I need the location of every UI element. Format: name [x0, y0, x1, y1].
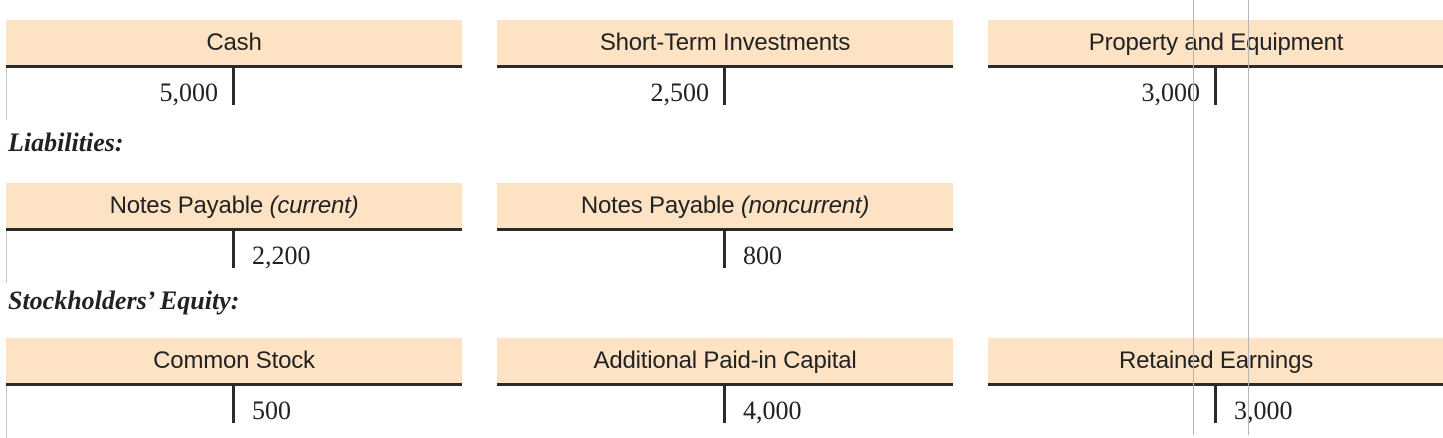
t-account-cash: Cash 5,000	[6, 20, 462, 120]
title-text: Notes Payable	[580, 191, 735, 219]
title-text: Retained Earnings	[1118, 346, 1314, 374]
t-account-rule	[988, 65, 1443, 68]
t-account-notes-payable-noncurrent: Notes Payable (noncurrent) 800	[497, 183, 953, 283]
t-account-apic: Additional Paid-in Capital 4,000	[497, 338, 953, 438]
t-account-title: Retained Earnings	[988, 338, 1443, 383]
debit-amount: 2,500	[650, 78, 710, 107]
t-account-title: Notes Payable (current)	[6, 183, 462, 228]
title-note: (noncurrent)	[740, 191, 870, 219]
title-note: (current)	[269, 191, 359, 219]
t-account-edge	[6, 68, 7, 120]
t-account-stem	[723, 231, 726, 268]
t-account-title: Common Stock	[6, 338, 462, 383]
t-account-common-stock: Common Stock 500	[6, 338, 462, 438]
t-account-stem	[1214, 386, 1217, 423]
t-account-rule	[497, 228, 953, 231]
title-text: Notes Payable	[109, 191, 264, 219]
t-account-rule	[988, 383, 1443, 386]
title-text: Property and Equipment	[1088, 28, 1344, 56]
t-account-stem	[232, 231, 235, 268]
t-account-title: Property and Equipment	[988, 20, 1443, 65]
credit-amount: 4,000	[743, 396, 802, 425]
debit-amount: 5,000	[159, 78, 219, 107]
t-account-stem	[232, 386, 235, 423]
t-account-edge	[6, 231, 7, 283]
t-account-rule	[6, 228, 462, 231]
t-account-property-equipment: Property and Equipment 3,000	[988, 20, 1443, 120]
credit-amount: 2,200	[252, 241, 311, 270]
debit-amount: 3,000	[1141, 78, 1201, 107]
t-account-title: Notes Payable (noncurrent)	[497, 183, 953, 228]
t-account-rule	[497, 65, 953, 68]
title-text: Additional Paid-in Capital	[593, 346, 857, 374]
t-account-stem	[723, 386, 726, 423]
credit-amount: 500	[252, 396, 291, 425]
title-text: Common Stock	[153, 346, 315, 374]
section-label-equity: Stockholders’ Equity:	[8, 286, 240, 315]
t-account-stem	[723, 68, 726, 105]
t-account-stem	[232, 68, 235, 105]
t-account-rule	[497, 383, 953, 386]
t-account-stem	[1214, 68, 1217, 105]
t-account-retained-earnings: Retained Earnings 3,000	[988, 338, 1443, 438]
t-account-short-term-investments: Short-Term Investments 2,500	[497, 20, 953, 120]
guide-line	[1193, 0, 1194, 435]
t-account-notes-payable-current: Notes Payable (current) 2,200	[6, 183, 462, 283]
guide-line	[1248, 0, 1249, 435]
credit-amount: 800	[743, 241, 782, 270]
t-account-title: Short-Term Investments	[497, 20, 953, 65]
title-text: Cash	[206, 28, 262, 56]
title-text: Short-Term Investments	[599, 28, 851, 56]
credit-amount: 3,000	[1234, 396, 1293, 425]
t-account-rule	[6, 383, 462, 386]
t-account-rule	[6, 65, 462, 68]
t-account-edge	[6, 386, 7, 438]
t-account-title: Additional Paid-in Capital	[497, 338, 953, 383]
t-account-title: Cash	[6, 20, 462, 65]
section-label-liabilities: Liabilities:	[8, 128, 124, 157]
